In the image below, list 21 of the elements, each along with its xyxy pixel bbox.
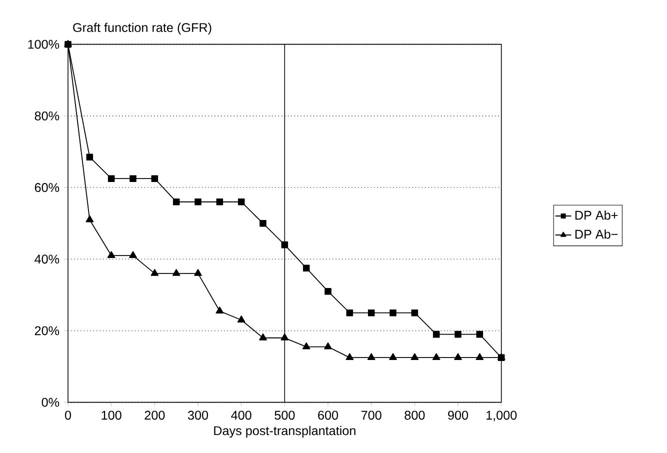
x-tick-label: 100	[102, 410, 122, 420]
y-tick-label: 20%	[34, 326, 60, 336]
x-tick-label: 500	[274, 410, 295, 420]
y-tick-label: 40%	[34, 254, 60, 264]
x-axis-title: Days post-transplantation	[214, 426, 356, 438]
y-axis-title: Graft function rate (GFR)	[73, 22, 212, 35]
y-tick-label: 100%	[28, 40, 60, 49]
legend-label: DP Ab+	[575, 210, 618, 220]
x-tick-label: 1,000	[486, 410, 517, 422]
x-tick-label: 400	[231, 410, 252, 420]
x-tick-label: 700	[361, 410, 382, 420]
x-tick-label: 300	[188, 410, 208, 420]
x-tick-label: 800	[404, 410, 425, 420]
x-tick-label: 600	[318, 410, 338, 420]
x-tick-label: 900	[448, 410, 468, 420]
y-tick-label: 60%	[34, 183, 60, 192]
y-tick-label: 80%	[34, 111, 60, 120]
x-tick-label: 200	[144, 410, 165, 420]
x-tick-label: 0	[64, 410, 72, 420]
legend-label: DP Ab−	[575, 229, 618, 239]
y-tick-label: 0%	[42, 398, 60, 407]
